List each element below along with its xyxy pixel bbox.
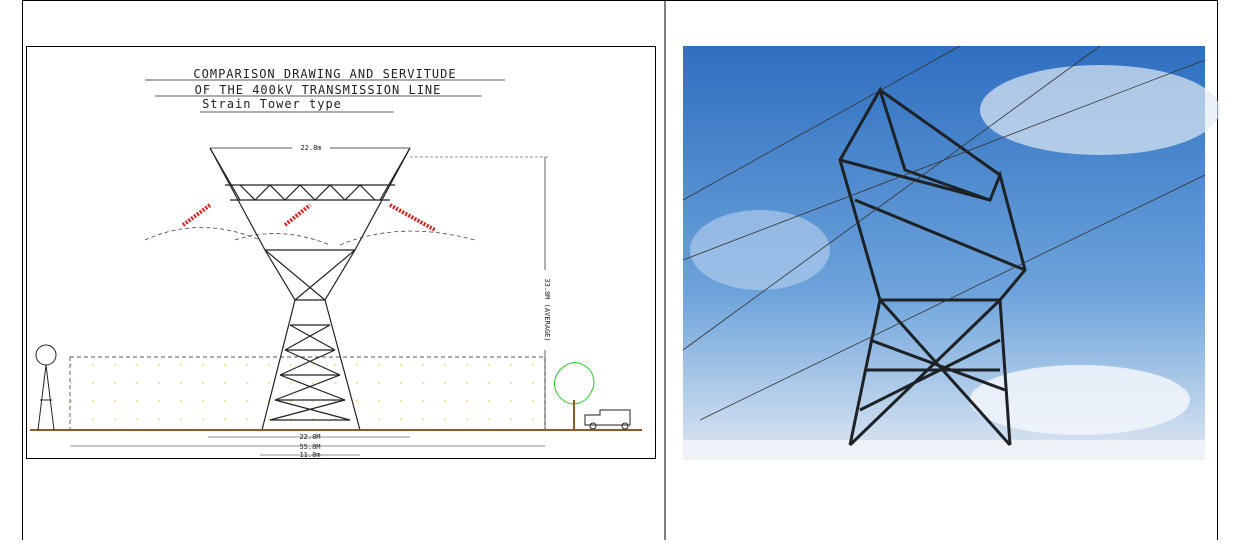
dimension-label: 55.8M [299,443,320,451]
tower-photo [682,45,1220,460]
table-border [22,0,1218,545]
drawing-title: OF THE 400kV TRANSMISSION LINE [195,83,442,97]
drawing-subtitle: Strain Tower type [202,97,342,111]
dimension-label: 22.8m [300,144,321,152]
tower-drawing: COMPARISON DRAWING AND SERVITUDE OF THE … [26,46,656,459]
drawing-title: COMPARISON DRAWING AND SERVITUDE [193,67,456,81]
dimension-label: 33.8M (AVERAGE) [543,278,551,341]
dimension-label: 11.8m [299,451,320,459]
dimension-label: 22.8M [299,433,320,441]
